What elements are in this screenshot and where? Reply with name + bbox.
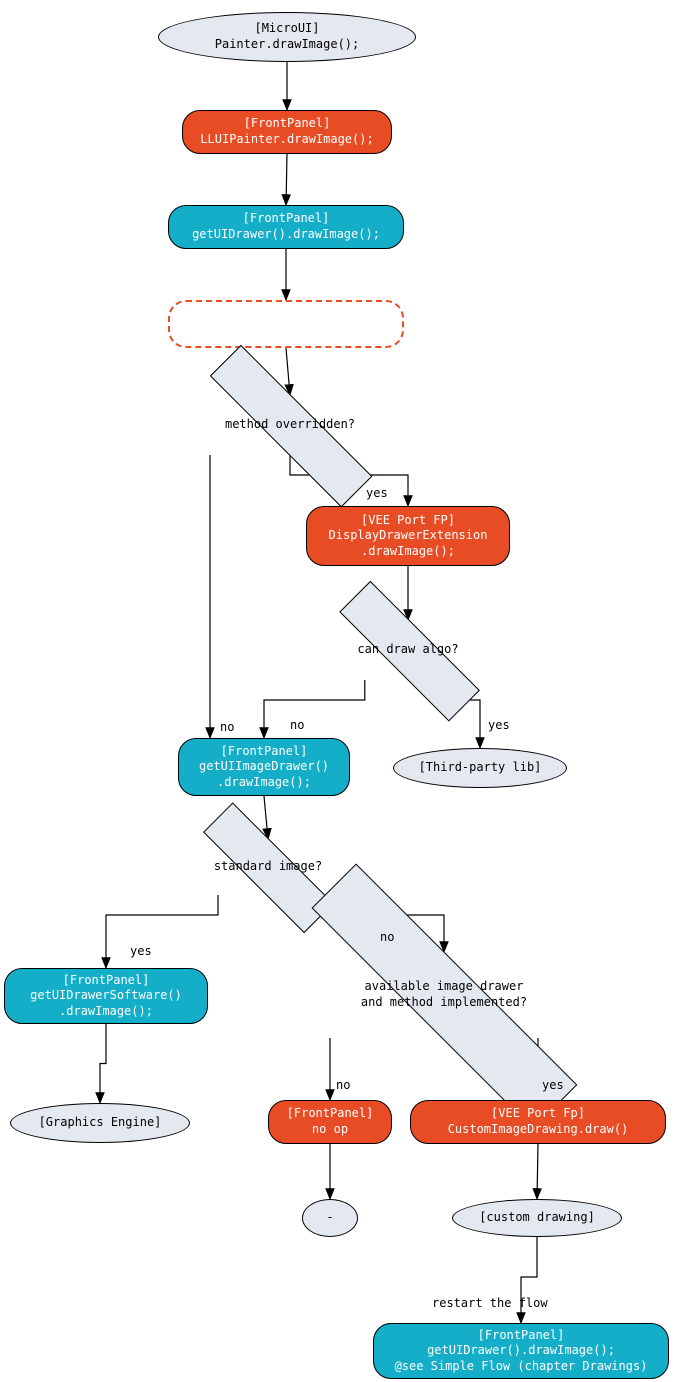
edge-label: yes	[488, 718, 510, 732]
node-text: [Graphics Engine]	[39, 1115, 162, 1131]
node-text: [FrontPanel] getUIDrawer().drawImage(); …	[395, 1328, 648, 1375]
node-n2: [FrontPanel] LLUIPainter.drawImage();	[182, 110, 392, 154]
node-n12: available image drawer and method implem…	[224, 952, 664, 1038]
node-n9: [Third-party lib]	[393, 748, 567, 788]
node-text: [FrontPanel] getUIDrawerSoftware() .draw…	[30, 973, 182, 1020]
edge-label: yes	[366, 486, 388, 500]
node-n3: [FrontPanel] getUIDrawer().drawImage();	[168, 205, 404, 249]
edge-label: yes	[542, 1078, 564, 1092]
node-text: available image drawer and method implem…	[353, 979, 535, 1010]
node-n13: [Graphics Engine]	[10, 1103, 190, 1143]
node-text: [FrontPanel] getUIImageDrawer() .drawIma…	[199, 744, 329, 791]
node-text: [custom drawing]	[479, 1210, 595, 1226]
node-n6: [VEE Port FP] DisplayDrawerExtension .dr…	[306, 506, 510, 566]
node-text: [FrontPanel] LLUIPainter.drawImage();	[200, 116, 373, 147]
edge-label: no	[220, 720, 234, 734]
node-n1: [MicroUI] Painter.drawImage();	[158, 12, 416, 62]
node-n11: [FrontPanel] getUIDrawerSoftware() .draw…	[4, 968, 208, 1024]
edge-label: no	[380, 930, 394, 944]
node-n4	[168, 300, 404, 348]
edge-label: no	[336, 1078, 350, 1092]
node-n15: [VEE Port Fp] CustomImageDrawing.draw()	[410, 1100, 666, 1144]
node-n5: method overridden?	[160, 395, 420, 455]
node-n18: [FrontPanel] getUIDrawer().drawImage(); …	[373, 1323, 669, 1379]
node-text: [FrontPanel] no op	[287, 1106, 374, 1137]
edge-label: yes	[130, 944, 152, 958]
node-text: [MicroUI] Painter.drawImage();	[215, 21, 360, 52]
node-n7: can draw algo?	[300, 620, 516, 680]
node-text: standard image?	[206, 859, 330, 875]
node-text: [Third-party lib]	[419, 760, 542, 776]
edge-label: restart the flow	[432, 1296, 548, 1310]
node-n14: [FrontPanel] no op	[268, 1100, 392, 1144]
edge-label: no	[290, 718, 304, 732]
node-n8: [FrontPanel] getUIImageDrawer() .drawIma…	[178, 738, 350, 796]
node-text: can draw algo?	[349, 642, 466, 658]
node-text: method overridden?	[217, 417, 363, 433]
node-text: -	[326, 1210, 333, 1226]
node-text: [FrontPanel] getUIDrawer().drawImage();	[192, 211, 380, 242]
node-text: [VEE Port FP] DisplayDrawerExtension .dr…	[329, 513, 488, 560]
node-n17: [custom drawing]	[452, 1199, 622, 1237]
node-n16: -	[302, 1199, 358, 1237]
node-text: [VEE Port Fp] CustomImageDrawing.draw()	[448, 1106, 629, 1137]
